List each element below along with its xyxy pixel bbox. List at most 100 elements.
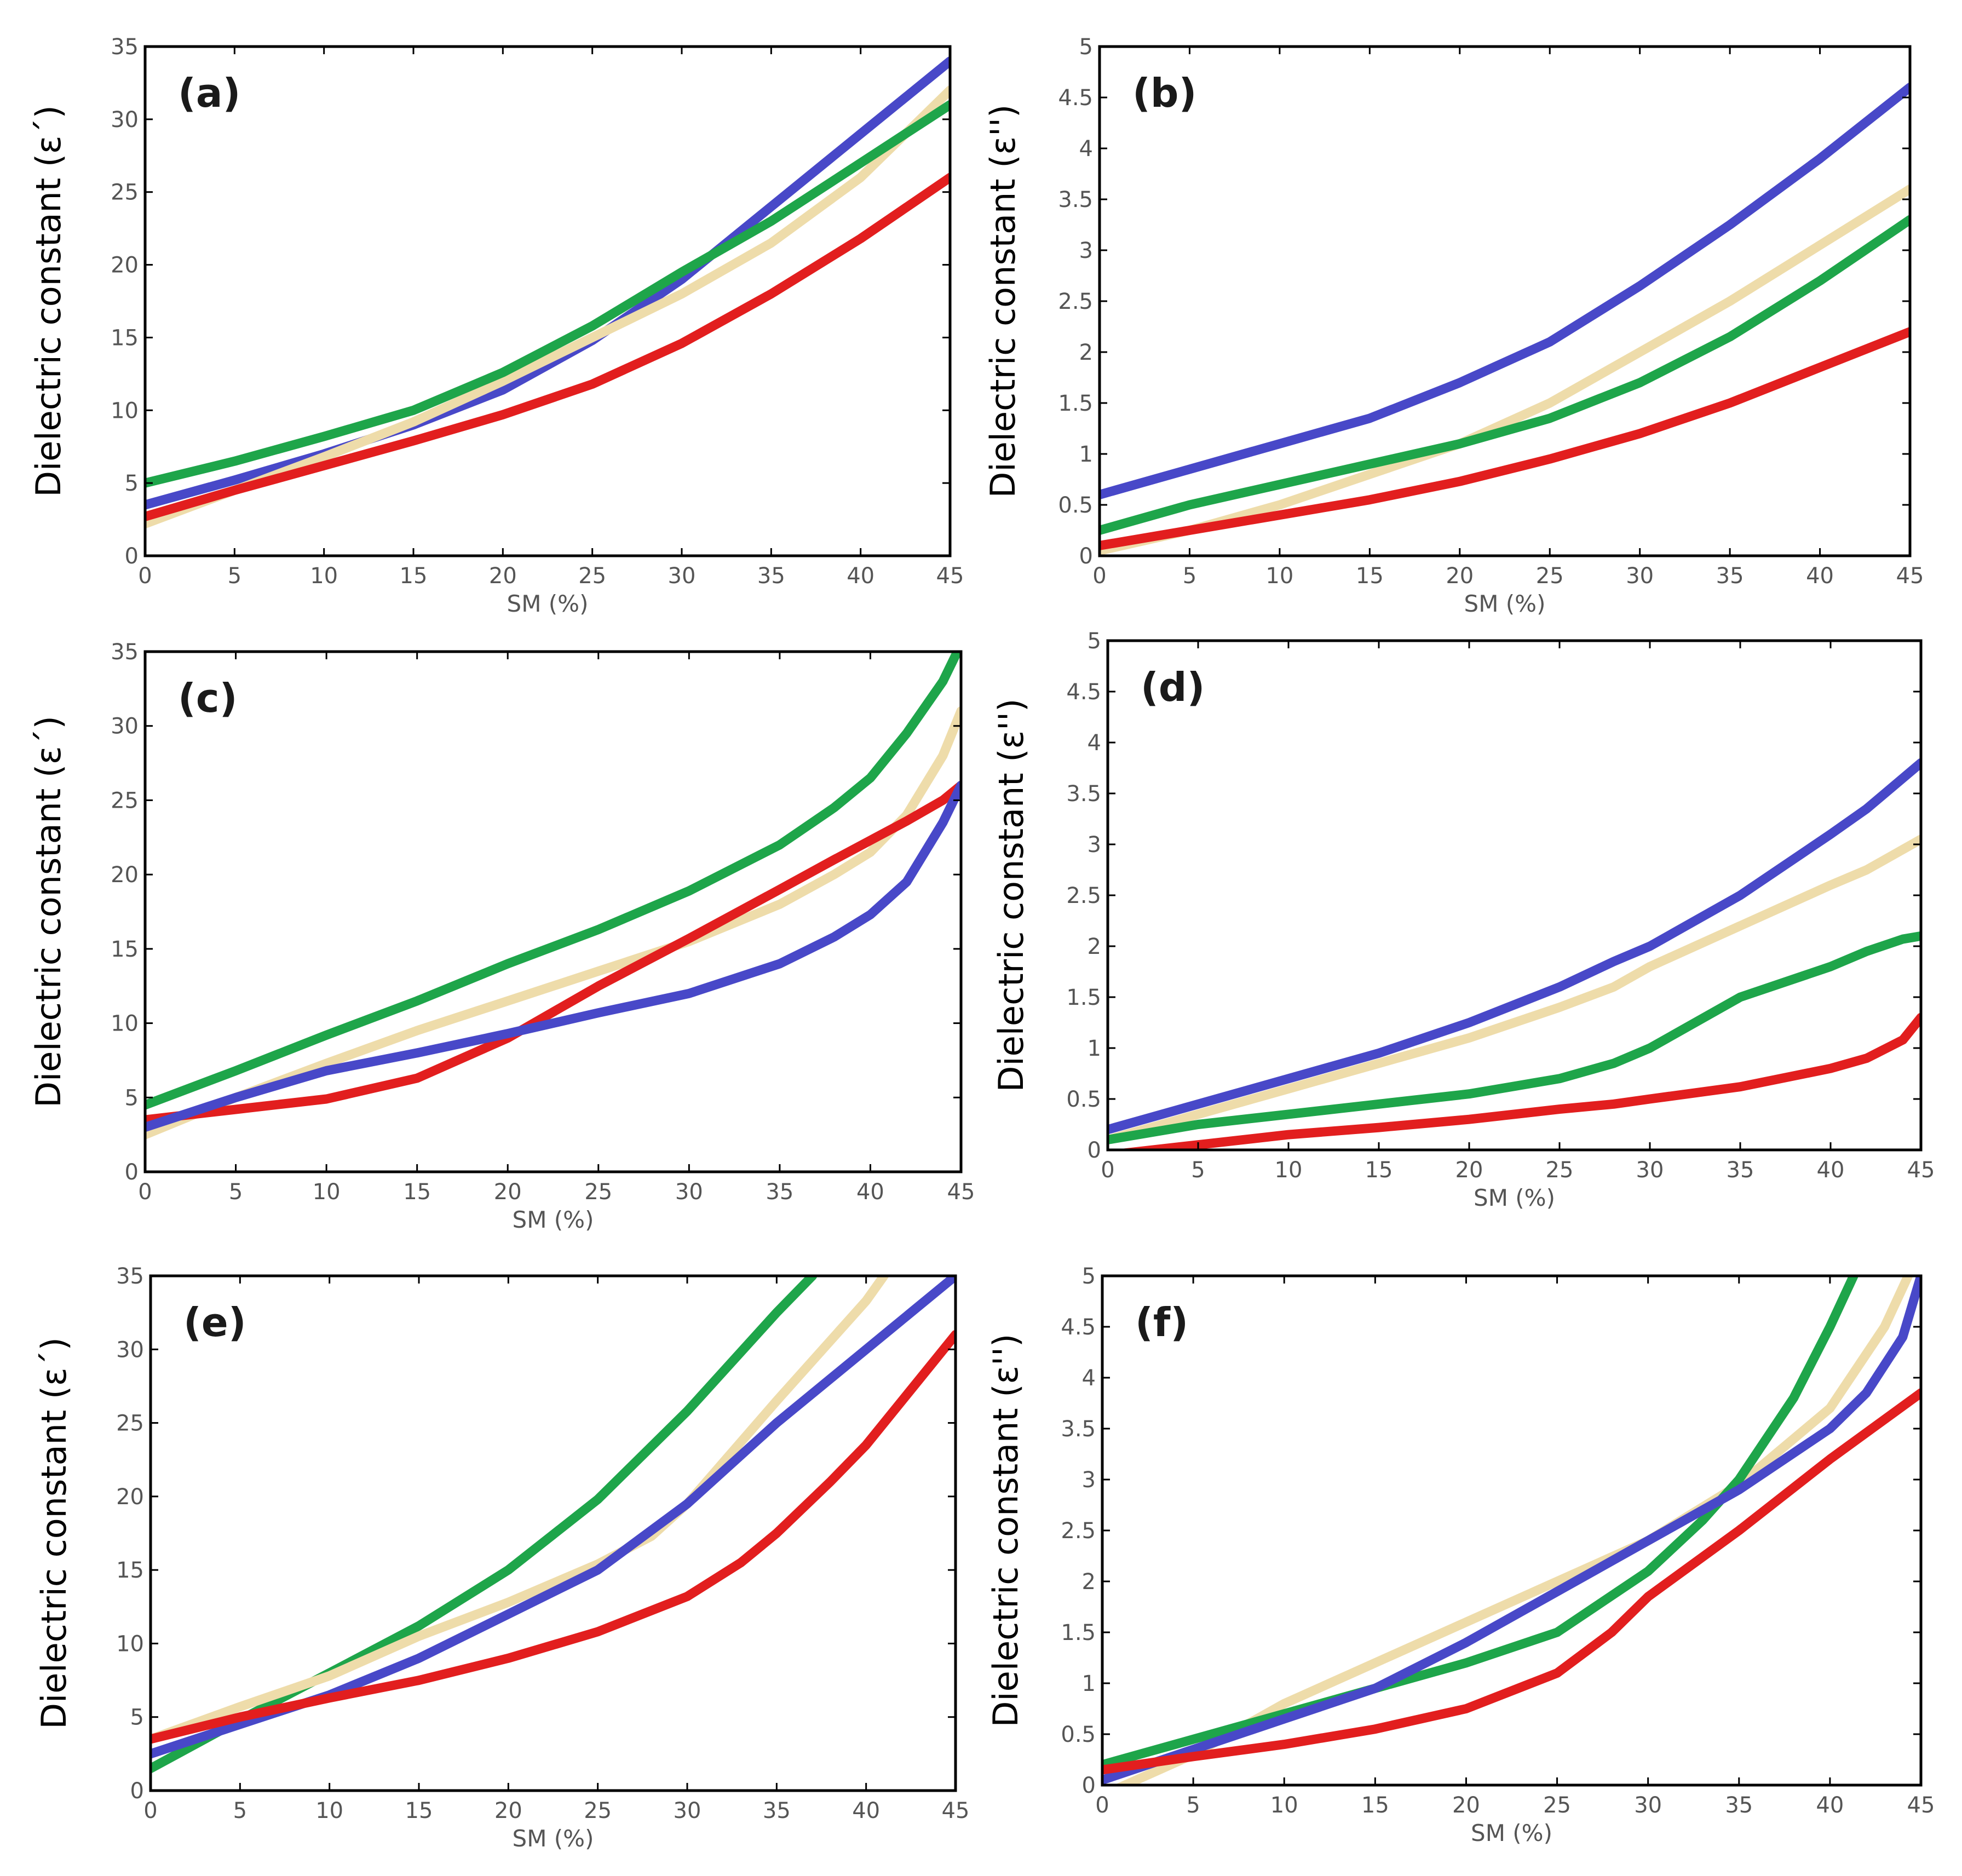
series-line-blue bbox=[1102, 1276, 1921, 1785]
x-tick-label: 15 bbox=[1361, 1793, 1389, 1818]
x-tick-label: 20 bbox=[494, 1179, 522, 1205]
y-tick-label: 3 bbox=[1079, 238, 1093, 263]
y-tick-label: 4 bbox=[1079, 136, 1093, 162]
x-tick-label: 10 bbox=[310, 563, 338, 589]
y-tick-label: 4 bbox=[1082, 1366, 1096, 1391]
x-tick-label: 40 bbox=[847, 563, 874, 589]
y-tick-label: 35 bbox=[116, 1264, 144, 1289]
x-tick-label: 0 bbox=[138, 563, 152, 589]
plot-frame bbox=[1101, 1274, 1923, 1787]
y-tick-label: 30 bbox=[111, 107, 139, 133]
panel-label: (f) bbox=[1135, 1299, 1188, 1345]
panel-label: (d) bbox=[1141, 664, 1205, 710]
y-tick-label: 1 bbox=[1079, 442, 1093, 467]
series-line-blue bbox=[151, 1276, 956, 1759]
y-tick-label: 2 bbox=[1079, 340, 1093, 365]
y-tick-label: 0 bbox=[125, 1160, 139, 1185]
y-tick-label: 5 bbox=[1079, 34, 1093, 60]
x-tick-label: 45 bbox=[942, 1798, 970, 1823]
series-line-red bbox=[151, 1330, 956, 1744]
x-tick-label: 40 bbox=[852, 1798, 880, 1823]
x-tick-label: 10 bbox=[313, 1179, 341, 1205]
y-tick-label: 10 bbox=[111, 1011, 139, 1037]
x-tick-label: 15 bbox=[400, 563, 428, 589]
x-tick-label: 30 bbox=[1626, 563, 1654, 589]
x-tick-label: 30 bbox=[1634, 1793, 1662, 1818]
x-tick-label: 45 bbox=[936, 563, 964, 589]
x-tick-label: 20 bbox=[489, 563, 517, 589]
y-tick-label: 2 bbox=[1088, 934, 1101, 959]
series-line-green bbox=[145, 100, 950, 488]
panel-d: 0 5 10 15 20 25 30 35 40 45 0 0.5 1 1.5 2 2.5 3 3.5 4 4.5 5 S… bbox=[991, 629, 1935, 1211]
panel-label: (c) bbox=[178, 675, 238, 721]
y-axis-label: Dielectric constant (ε΄) bbox=[34, 1337, 74, 1729]
x-tick-label: 15 bbox=[1365, 1158, 1393, 1183]
x-tick-label: 35 bbox=[1725, 1793, 1753, 1818]
x-tick-label: 35 bbox=[1716, 563, 1744, 589]
y-tick-label: 3 bbox=[1082, 1468, 1096, 1493]
y-tick-label: 0 bbox=[125, 544, 139, 569]
x-axis-label: SM (%) bbox=[1464, 590, 1546, 617]
series-line-green bbox=[1108, 931, 1921, 1144]
x-tick-label: 5 bbox=[1191, 1158, 1205, 1183]
series-line-green bbox=[145, 652, 961, 1110]
x-tick-label: 10 bbox=[1275, 1158, 1303, 1183]
x-tick-label: 40 bbox=[1816, 1793, 1844, 1818]
y-tick-label: 0.5 bbox=[1066, 1087, 1101, 1112]
y-tick-label: 25 bbox=[111, 788, 139, 813]
x-tick-label: 40 bbox=[1817, 1158, 1845, 1183]
y-tick-label: 5 bbox=[130, 1705, 144, 1730]
x-tick-label: 0 bbox=[1092, 563, 1106, 589]
x-tick-label: 15 bbox=[405, 1798, 433, 1823]
y-tick-label: 3 bbox=[1088, 832, 1101, 858]
x-tick-label: 15 bbox=[1356, 563, 1384, 589]
y-tick-label: 1 bbox=[1088, 1036, 1101, 1061]
y-tick-label: 35 bbox=[111, 640, 139, 665]
y-tick-label: 1.5 bbox=[1061, 1620, 1096, 1645]
y-tick-label: 0 bbox=[1088, 1138, 1101, 1163]
series-line-blue bbox=[145, 56, 950, 510]
x-tick-label: 5 bbox=[1183, 563, 1196, 589]
series-line-green bbox=[1102, 1276, 1859, 1770]
x-tick-label: 0 bbox=[143, 1798, 157, 1823]
series-line-green bbox=[151, 1276, 818, 1774]
series-line-red bbox=[1111, 1012, 1921, 1150]
x-tick-label: 25 bbox=[584, 1179, 612, 1205]
x-tick-label: 10 bbox=[1265, 563, 1293, 589]
x-tick-label: 30 bbox=[675, 1179, 703, 1205]
x-tick-label: 20 bbox=[494, 1798, 522, 1823]
x-tick-label: 35 bbox=[1727, 1158, 1754, 1183]
x-tick-label: 10 bbox=[315, 1798, 343, 1823]
panel-a: 0 5 10 15 20 25 30 35 40 45 0 5 10 15 20 25 30 35 SM (%) Di… bbox=[28, 34, 964, 617]
x-tick-label: 45 bbox=[1907, 1793, 1935, 1818]
y-tick-label: 25 bbox=[111, 180, 139, 205]
y-tick-label: 15 bbox=[111, 325, 139, 350]
x-tick-label: 5 bbox=[229, 1179, 243, 1205]
y-axis-label: Dielectric constant (ε'') bbox=[991, 699, 1031, 1092]
x-axis-label: SM (%) bbox=[1474, 1184, 1555, 1211]
y-tick-label: 10 bbox=[111, 398, 139, 423]
y-tick-label: 4.5 bbox=[1066, 680, 1101, 705]
x-tick-label: 45 bbox=[1907, 1158, 1935, 1183]
x-tick-label: 0 bbox=[1095, 1793, 1109, 1818]
x-axis-label: SM (%) bbox=[1471, 1820, 1552, 1846]
panel-label: (e) bbox=[183, 1299, 246, 1345]
series-line-cream bbox=[145, 706, 961, 1140]
panel-label: (a) bbox=[178, 70, 240, 116]
x-tick-label: 10 bbox=[1270, 1793, 1298, 1818]
plot-frame bbox=[143, 45, 952, 557]
plot-frame bbox=[143, 650, 963, 1173]
x-tick-label: 30 bbox=[674, 1798, 701, 1823]
series-line-cream bbox=[1108, 835, 1921, 1144]
y-tick-label: 4 bbox=[1088, 730, 1101, 756]
x-tick-label: 15 bbox=[403, 1179, 431, 1205]
y-tick-label: 0.5 bbox=[1058, 493, 1093, 518]
y-tick-label: 0 bbox=[1079, 544, 1093, 569]
y-tick-label: 3.5 bbox=[1058, 187, 1093, 212]
y-tick-label: 4.5 bbox=[1061, 1315, 1096, 1340]
x-tick-label: 5 bbox=[1186, 1793, 1200, 1818]
x-tick-label: 45 bbox=[1896, 563, 1924, 589]
x-axis-label: SM (%) bbox=[507, 590, 589, 617]
x-tick-label: 25 bbox=[1546, 1158, 1574, 1183]
